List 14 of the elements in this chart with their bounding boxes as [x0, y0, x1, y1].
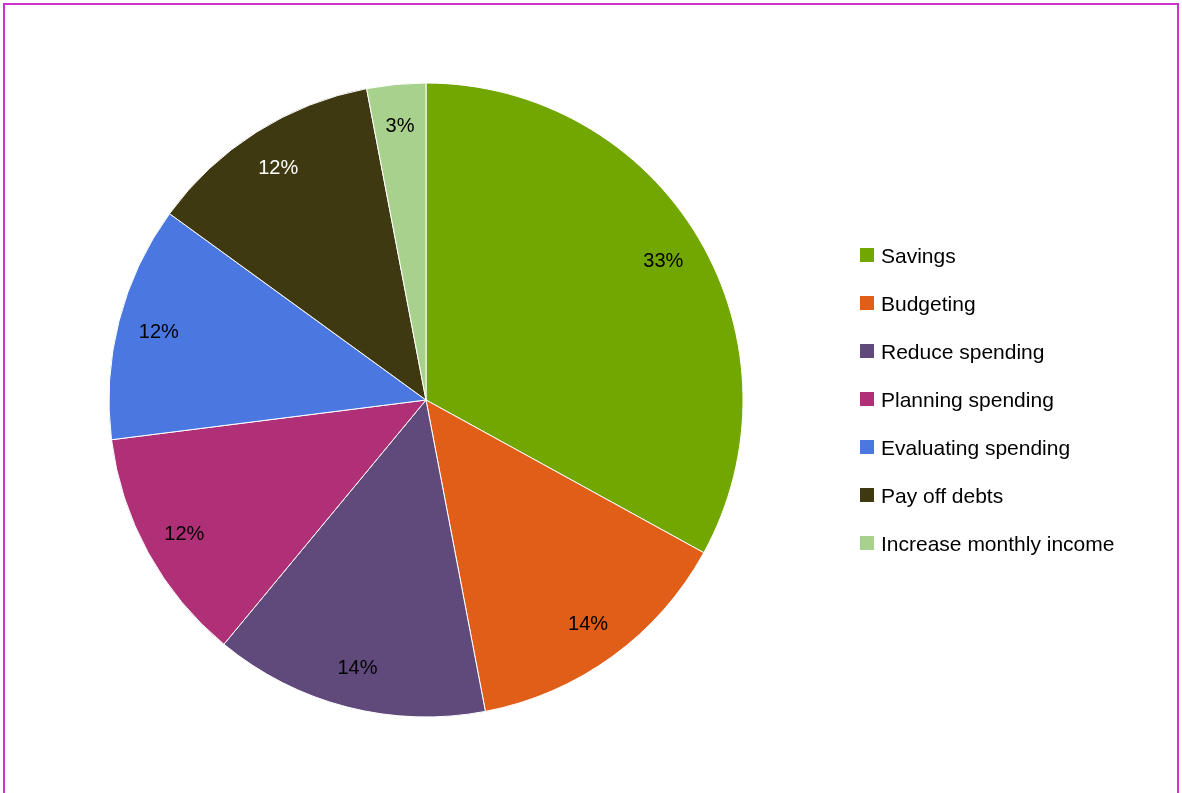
data-label: 14%	[568, 612, 609, 635]
data-label: 12%	[164, 521, 205, 544]
data-label: 12%	[258, 156, 299, 179]
data-label: 14%	[337, 656, 378, 679]
data-label: 12%	[138, 320, 180, 343]
legend-label: Budgeting	[881, 291, 976, 315]
legend-label: Savings	[881, 243, 956, 267]
data-label: 33%	[643, 248, 684, 271]
legend-label: Evaluating spending	[881, 435, 1071, 459]
data-label: 3%	[385, 114, 415, 137]
legend-label: Reduce spending	[881, 339, 1045, 363]
legend-label: Increase monthly income	[881, 531, 1115, 555]
legend-label: Pay off debts	[881, 483, 1004, 507]
legend-label: Planning spending	[881, 387, 1054, 411]
